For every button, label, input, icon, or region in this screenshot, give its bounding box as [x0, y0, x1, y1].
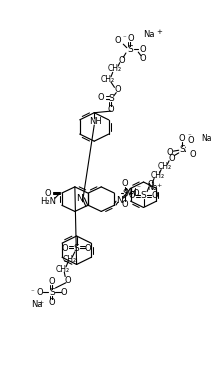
Text: O: O: [168, 154, 175, 163]
Text: S: S: [127, 45, 133, 54]
Text: CH₂: CH₂: [62, 255, 77, 264]
Text: O: O: [189, 150, 196, 159]
Text: S: S: [74, 244, 80, 253]
Text: O: O: [65, 276, 71, 284]
Text: O: O: [122, 200, 128, 209]
Text: O: O: [115, 36, 121, 45]
Text: O: O: [62, 244, 69, 253]
Text: S: S: [108, 94, 114, 103]
Text: O: O: [115, 85, 121, 95]
Text: ⁻: ⁻: [31, 290, 34, 295]
Text: CH₂: CH₂: [158, 163, 172, 171]
Text: +: +: [157, 183, 162, 188]
Text: O: O: [147, 180, 154, 189]
Text: Na: Na: [143, 30, 155, 39]
Text: ⁻: ⁻: [122, 35, 126, 41]
Text: N: N: [76, 194, 82, 203]
Text: CH₂: CH₂: [55, 265, 70, 274]
Text: O: O: [129, 191, 135, 200]
Text: O: O: [122, 179, 128, 188]
Text: O: O: [139, 45, 146, 54]
Text: CH₂: CH₂: [100, 75, 115, 84]
Text: O: O: [132, 190, 139, 198]
Text: ⁻: ⁻: [137, 183, 141, 192]
Text: Na: Na: [202, 134, 211, 143]
Text: O: O: [49, 277, 55, 286]
Text: O: O: [167, 148, 173, 157]
Text: ⁻: ⁻: [187, 133, 191, 139]
Text: O: O: [108, 105, 114, 114]
Text: O: O: [139, 54, 146, 63]
Text: Na: Na: [31, 300, 42, 309]
Text: O: O: [97, 93, 104, 102]
Text: O: O: [61, 288, 68, 297]
Text: O: O: [179, 134, 186, 143]
Text: O: O: [188, 136, 194, 145]
Text: Na: Na: [147, 183, 157, 192]
Text: NH: NH: [90, 117, 102, 126]
Text: O: O: [118, 56, 125, 64]
Text: O: O: [127, 34, 134, 43]
Text: +: +: [157, 29, 163, 35]
Text: S: S: [141, 191, 146, 200]
Text: CH₂: CH₂: [151, 171, 165, 180]
Text: O: O: [36, 288, 43, 297]
Text: H₂N: H₂N: [40, 197, 56, 207]
Text: CH₂: CH₂: [107, 64, 122, 73]
Text: O: O: [85, 244, 91, 253]
Text: O: O: [152, 191, 158, 200]
Text: O: O: [49, 298, 55, 307]
Text: O: O: [45, 188, 51, 198]
Text: S: S: [49, 288, 55, 297]
Text: +: +: [210, 134, 211, 139]
Text: +: +: [39, 300, 44, 305]
Text: N: N: [116, 196, 123, 205]
Text: S: S: [122, 190, 128, 198]
Text: S: S: [179, 145, 185, 154]
Text: NH: NH: [124, 188, 137, 198]
